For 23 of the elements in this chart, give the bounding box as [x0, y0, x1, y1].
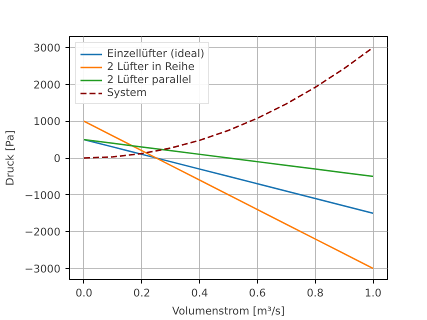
y-tick-label: 1000 [33, 115, 61, 128]
y-tick-label: 2000 [33, 78, 61, 92]
line-series [83, 46, 374, 159]
line-series [83, 138, 374, 178]
x-tick-label: 1.0 [364, 286, 382, 300]
x-tick-label: 0.6 [248, 286, 266, 300]
x-axis-title: Volumenstrom [m³/s] [172, 304, 285, 318]
legend-label: System [107, 86, 147, 99]
y-tick-label: 3000 [33, 42, 61, 55]
x-tick-label: 0.2 [133, 286, 150, 300]
legend-label: 2 Lüfter in Reihe [107, 60, 195, 73]
y-axis-title: Druck [Pa] [3, 130, 16, 186]
x-tick-label: 0.8 [306, 286, 324, 300]
legend-label: 2 Lüfter parallel [107, 73, 192, 86]
x-tick-label: 0.0 [75, 286, 93, 300]
line-series [83, 120, 374, 270]
y-tick-label: 0 [54, 152, 61, 165]
line-series [83, 138, 374, 214]
y-tick-label: −3000 [24, 262, 61, 276]
y-tick-label: −1000 [24, 188, 61, 202]
y-tick-label: −2000 [24, 226, 61, 239]
x-tick-label: 0.4 [191, 286, 208, 300]
legend-label: Einzellüfter (ideal) [107, 47, 204, 60]
